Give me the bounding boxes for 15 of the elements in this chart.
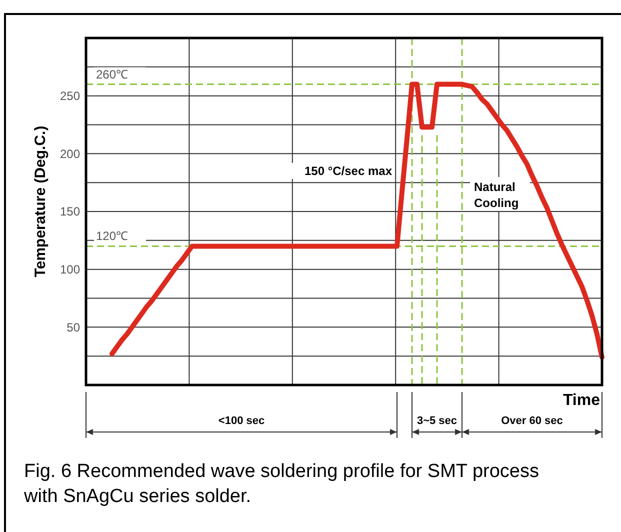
text: Over 60 sec	[501, 415, 563, 427]
text: <100 sec	[218, 415, 265, 427]
y-tick-label: 100	[60, 262, 80, 277]
y-tick-label: 250	[60, 89, 80, 104]
annotation: Natural Cooling	[474, 180, 519, 210]
text: 3~5 sec	[416, 415, 458, 427]
ref-line-label: 120℃	[96, 229, 128, 244]
y-tick-label: 150	[60, 204, 80, 219]
x-axis-title: Time	[562, 392, 600, 409]
y-tick-label: 50	[66, 320, 80, 334]
y-axis-title: Temperature (Deg.C.)	[32, 126, 49, 278]
ref-line-label: 260℃	[96, 67, 128, 82]
y-tick-label: 200	[60, 146, 80, 161]
caption: Fig. 6 Recommended wave soldering profile for SMT process with SnAgCu series solder.	[23, 461, 539, 507]
annotation: 150 °C/sec max	[304, 164, 392, 178]
